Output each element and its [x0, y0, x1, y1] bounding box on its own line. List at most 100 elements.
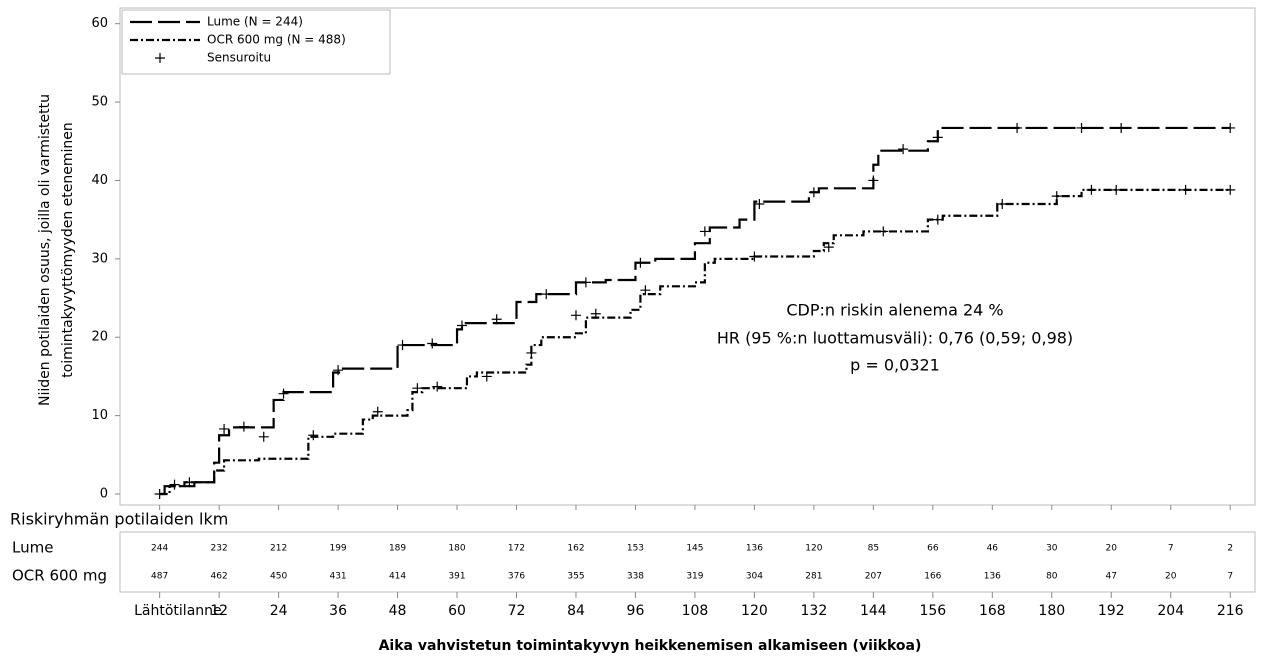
legend-box: [121, 9, 391, 75]
x-tick-label: 108: [682, 603, 709, 619]
y-tick-label: 60: [91, 16, 108, 31]
risk-count: 20: [1165, 572, 1177, 582]
censor-mark: [541, 289, 552, 300]
x-tick-label: 216: [1217, 603, 1244, 619]
censor-mark: [372, 406, 383, 417]
risk-count: 120: [805, 544, 822, 554]
risk-count: 414: [389, 572, 406, 582]
x-tick-label: 60: [448, 603, 466, 619]
risk-count: 85: [868, 544, 879, 554]
censor-mark: [1086, 184, 1097, 195]
censor-mark: [1012, 122, 1023, 133]
km-curve: [159, 126, 1231, 496]
x-tick-label: 36: [329, 603, 347, 619]
censor-mark: [1051, 191, 1062, 202]
censor-mark: [481, 371, 492, 382]
censor-mark: [258, 431, 269, 442]
censor-mark: [526, 347, 537, 358]
censor-mark: [640, 285, 651, 296]
x-tick-label: 120: [741, 603, 768, 619]
risk-count: 355: [567, 572, 584, 582]
legend-label: OCR 600 mg (N = 488): [207, 33, 346, 47]
censor-mark: [749, 251, 760, 262]
y-axis-label: toimintakyvyttömyyden eteneminen: [60, 122, 76, 378]
risk-table-title: Riskiryhmän potilaiden lkm: [10, 510, 228, 529]
x-tick-label: 132: [801, 603, 828, 619]
risk-count: 431: [329, 572, 346, 582]
risk-count: 162: [567, 544, 584, 554]
censor-mark: [699, 226, 710, 237]
x-axis-label: Aika vahvistetun toimintakyvyn heikkenem…: [379, 638, 922, 654]
censor-mark: [278, 388, 289, 399]
risk-row-label: Lume: [12, 539, 53, 557]
risk-count: 166: [924, 572, 941, 582]
x-tick-label: 144: [860, 603, 887, 619]
censor-mark: [898, 144, 909, 155]
y-tick-label: 50: [91, 95, 108, 110]
risk-count: 207: [865, 572, 882, 582]
risk-count: 153: [627, 544, 644, 554]
censor-mark: [169, 479, 180, 490]
censor-mark: [932, 214, 943, 225]
risk-count: 172: [508, 544, 525, 554]
risk-count: 7: [1227, 572, 1233, 582]
censor-mark: [238, 421, 249, 432]
risk-count: 7: [1168, 544, 1174, 554]
risk-count: 319: [686, 572, 703, 582]
risk-count: 281: [805, 572, 822, 582]
censor-mark: [1116, 122, 1127, 133]
x-tick-label: 168: [979, 603, 1006, 619]
risk-count: 180: [448, 544, 465, 554]
censor-mark: [997, 198, 1008, 209]
x-tick-label: 96: [627, 603, 645, 619]
risk-count: 66: [927, 544, 939, 554]
risk-count: 2: [1227, 544, 1233, 554]
risk-count: 212: [270, 544, 287, 554]
censor-mark: [333, 365, 344, 376]
legend-label: Lume (N = 244): [207, 15, 303, 29]
censor-mark: [154, 489, 165, 500]
x-tick-label: 72: [508, 603, 526, 619]
x-tick-label: 156: [919, 603, 946, 619]
censor-mark: [878, 226, 889, 237]
censor-mark: [635, 257, 646, 268]
risk-count: 30: [1046, 544, 1058, 554]
risk-table-frame: [119, 531, 1256, 593]
annotation: p = 0,0321: [850, 356, 940, 375]
x-tick-label: 12: [210, 603, 228, 619]
risk-count: 338: [627, 572, 644, 582]
risk-count: 20: [1106, 544, 1118, 554]
risk-count: 232: [211, 544, 228, 554]
censor-mark: [823, 242, 834, 253]
censor-mark: [456, 320, 467, 331]
risk-count: 145: [686, 544, 703, 554]
plot-frame: [119, 7, 1256, 506]
risk-count: 487: [151, 572, 168, 582]
risk-count: 136: [984, 572, 1001, 582]
x-tick-label: Lähtötilanne: [134, 603, 222, 619]
censor-mark: [868, 175, 879, 186]
censor-mark: [491, 314, 502, 325]
censor-mark: [1076, 122, 1087, 133]
censor-mark: [308, 430, 319, 441]
y-tick-label: 20: [91, 330, 108, 345]
censor-mark: [590, 308, 601, 319]
legend-label: Sensuroitu: [207, 51, 271, 65]
x-tick-label: 24: [270, 603, 288, 619]
risk-count: 136: [746, 544, 763, 554]
censor-mark: [570, 310, 581, 321]
censor-mark: [580, 277, 591, 288]
y-tick-label: 0: [100, 487, 108, 502]
risk-count: 80: [1046, 572, 1058, 582]
risk-count: 462: [211, 572, 228, 582]
risk-count: 47: [1106, 572, 1117, 582]
censor-mark: [432, 381, 443, 392]
risk-count: 189: [389, 544, 406, 554]
risk-count: 376: [508, 572, 525, 582]
censor-mark: [754, 198, 765, 209]
risk-row-label: OCR 600 mg: [12, 567, 107, 585]
y-tick-label: 30: [91, 251, 108, 266]
censor-mark: [808, 187, 819, 198]
x-tick-label: 180: [1038, 603, 1065, 619]
